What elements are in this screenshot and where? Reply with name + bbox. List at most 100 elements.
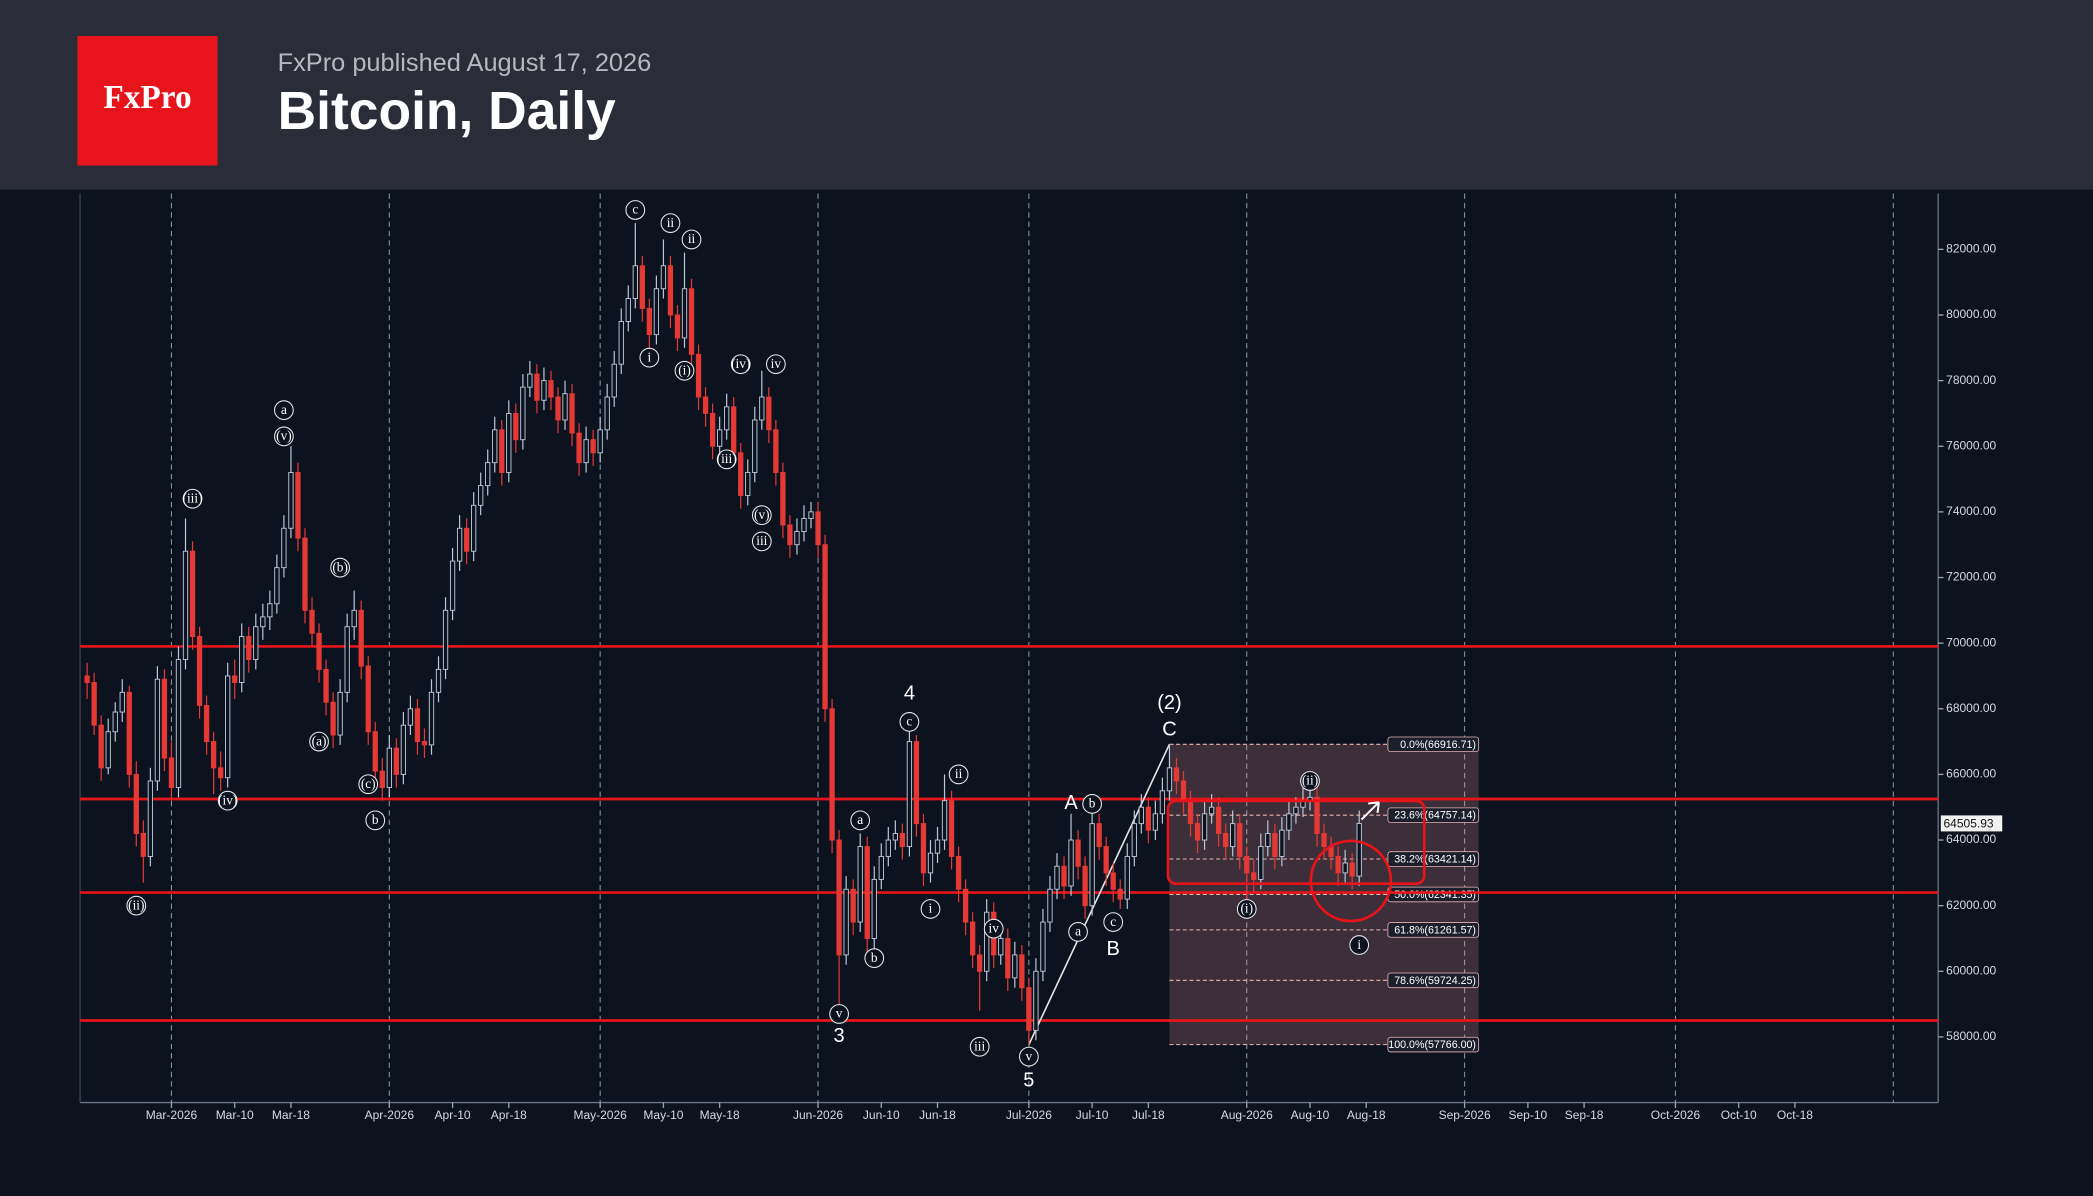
major-wave-label: 3: [834, 1025, 845, 1047]
x-tick-label: Jun-18: [919, 1108, 956, 1122]
candle-body: [1251, 872, 1257, 880]
candle-body: [1265, 833, 1271, 848]
candle-body: [379, 770, 385, 788]
candle-body: [583, 439, 589, 464]
fib-label: 50.0%(62341.35): [1394, 889, 1476, 901]
wave-label: i: [929, 901, 933, 916]
candle-body: [674, 314, 681, 339]
candle-body: [1033, 970, 1039, 1031]
major-wave-label: B: [1107, 938, 1120, 960]
fib-label: 100.0%(57766.00): [1388, 1039, 1476, 1051]
candle-body: [189, 550, 196, 638]
candle-body: [302, 537, 308, 611]
candle-body: [702, 396, 709, 414]
wave-label: i: [648, 349, 652, 364]
candle-body: [801, 517, 807, 533]
candle-body: [962, 888, 969, 923]
y-tick-label: 78000.00: [1946, 373, 1996, 387]
wave-label-circle: [920, 899, 941, 919]
wave-label-circle: [330, 557, 351, 578]
fib-label-box: [1387, 972, 1480, 989]
wave-label: b: [1089, 796, 1096, 811]
candle-body: [407, 708, 414, 726]
candle-body: [203, 705, 210, 743]
fib-label: 78.6%(59724.25): [1394, 975, 1476, 987]
candle-body: [766, 396, 772, 431]
candle-body: [414, 708, 421, 743]
candle-body: [175, 659, 182, 788]
wave-label-circle: [274, 426, 294, 447]
fib-label-box: [1387, 1036, 1480, 1053]
wave-label: iv: [989, 920, 1000, 935]
candle-body: [91, 682, 97, 726]
wave-label-circle: [1236, 899, 1257, 919]
candle-body: [569, 393, 575, 434]
wave-label: ii: [688, 231, 696, 246]
candle-body: [632, 265, 638, 300]
candle-body: [878, 855, 884, 880]
candle-body: [759, 396, 765, 421]
candle-body: [977, 954, 983, 972]
x-tick-label: Mar-18: [272, 1108, 310, 1122]
candle-body: [527, 373, 533, 388]
x-tick-label: Mar-10: [216, 1108, 254, 1122]
candle-body: [239, 636, 245, 683]
wave-label-circle: [899, 712, 920, 732]
candle-body: [182, 550, 189, 661]
wave-label: v: [836, 1006, 843, 1021]
candle-body: [836, 839, 842, 956]
wave-label-circle: [850, 810, 871, 831]
wave-label: b: [871, 950, 878, 965]
x-tick-label: Jul-2026: [1006, 1108, 1052, 1122]
wave-label: (v): [276, 428, 292, 443]
candle-body: [1208, 806, 1215, 815]
wave-label: c: [1110, 914, 1116, 929]
y-tick-label: 60000.00: [1946, 963, 1996, 977]
range-box: [1166, 799, 1426, 885]
candle-body: [1194, 823, 1201, 841]
fib-label-box: [1387, 736, 1480, 753]
wave-label: (iii): [717, 451, 737, 466]
wave-label: iv: [771, 356, 782, 371]
candle-body: [112, 711, 118, 733]
x-tick-label: Oct-10: [1721, 1108, 1757, 1122]
fib-label: 61.8%(61261.57): [1394, 924, 1476, 936]
candle-body: [232, 675, 238, 683]
wave-label-circle: [1103, 912, 1124, 932]
major-wave-label: 4: [904, 682, 915, 704]
fib-label-box: [1387, 851, 1480, 867]
wave-label-circle: [365, 810, 386, 831]
candle-body: [225, 675, 231, 779]
candle-body: [84, 675, 90, 683]
candle-body: [780, 472, 786, 526]
candle-body: [316, 632, 322, 670]
candle-body: [1089, 823, 1095, 907]
candle-body: [850, 888, 856, 923]
wave-label-circle: [1068, 922, 1088, 942]
wave-label-circle: [1300, 771, 1320, 791]
y-tick-label: 82000.00: [1946, 242, 1996, 256]
candle-body: [147, 780, 154, 857]
wave-label-circle: [948, 764, 969, 785]
candle-body: [864, 846, 870, 939]
y-tick-label: 64000.00: [1946, 832, 1996, 846]
wave-label: c: [906, 714, 912, 729]
candle-body: [1356, 822, 1362, 877]
x-tick-label: Oct-18: [1777, 1108, 1813, 1122]
candle-body: [288, 472, 294, 529]
candle-body: [365, 665, 371, 733]
header: [0, 0, 2093, 190]
candle-body: [295, 472, 301, 539]
candle-body: [267, 603, 273, 618]
x-tick-label: Apr-2026: [365, 1108, 415, 1122]
plot: 58000.00 60000.00 62000.00 64000.00 66000.00…: [79, 193, 2003, 1122]
candle-body: [541, 380, 547, 401]
candle-body: [1026, 987, 1032, 1031]
candle-body: [1124, 855, 1130, 900]
candle-body: [449, 560, 456, 611]
candle-body: [885, 839, 891, 857]
candle-body: [773, 429, 779, 473]
candle-body: [1201, 813, 1208, 841]
